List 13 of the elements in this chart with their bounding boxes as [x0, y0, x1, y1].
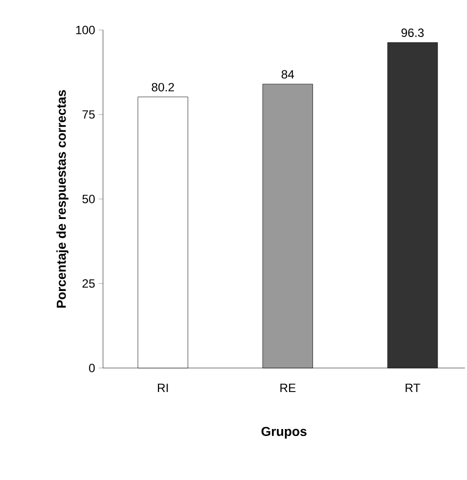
y-tick-label: 75 — [82, 110, 95, 119]
y-tick-label: 25 — [82, 279, 95, 288]
data-label: 96.3 — [402, 28, 424, 37]
y-tick-label: 50 — [82, 194, 95, 204]
x-tick-label: RE — [280, 384, 296, 392]
data-label: 80.2 — [152, 82, 174, 92]
data-label: 84 — [282, 70, 294, 79]
y-tick-label: 100 — [76, 26, 95, 34]
y-tick-label: 0 — [89, 364, 95, 372]
x-tick-label: RI — [158, 384, 168, 392]
x-axis-title: Grupos — [262, 426, 306, 439]
x-tick-label: RT — [406, 384, 420, 392]
y-axis-title: Porcentaje de respuestas correctas — [56, 90, 68, 308]
